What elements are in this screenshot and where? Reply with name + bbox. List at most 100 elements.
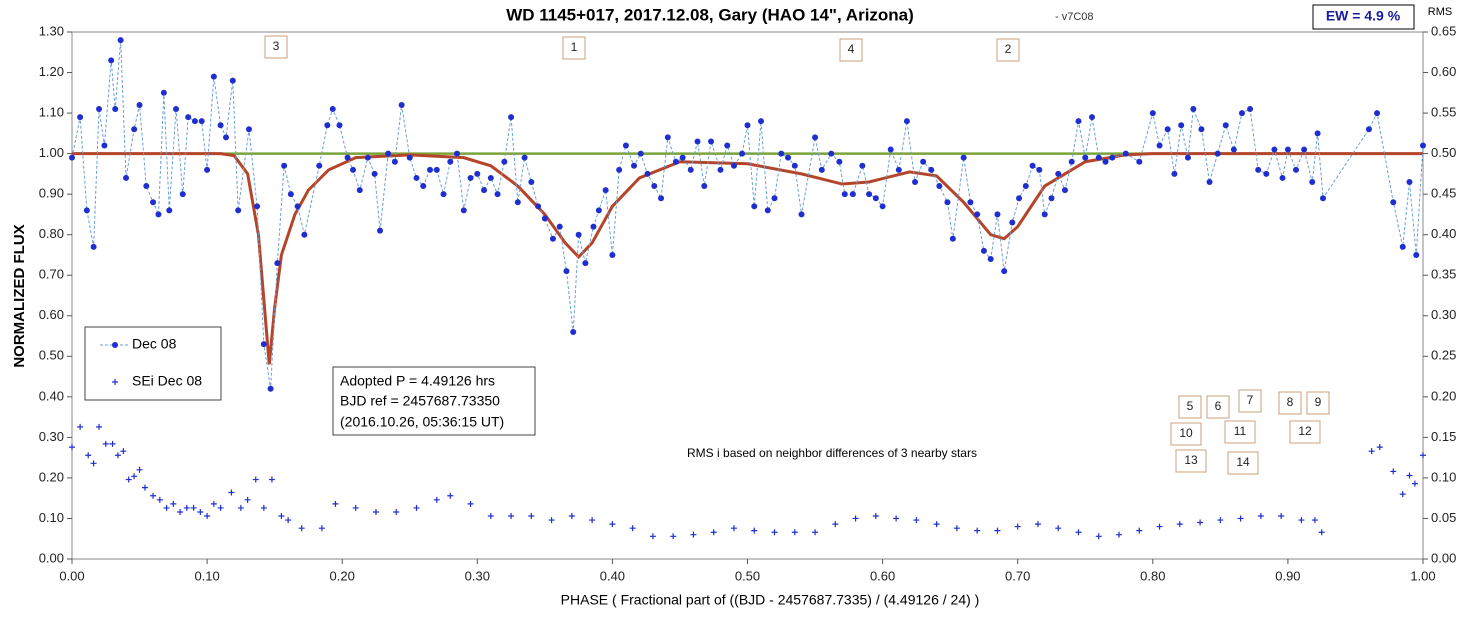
flux-point (974, 211, 981, 218)
sei-point (278, 513, 285, 520)
y2-tick-label: 0.15 (1431, 429, 1456, 444)
flux-point (287, 191, 294, 198)
flux-point (771, 195, 778, 202)
group-label: 9 (1315, 395, 1322, 409)
dip-box (562, 36, 586, 60)
sei-point (244, 496, 251, 503)
sei-point (77, 423, 84, 430)
sei-point (1197, 519, 1204, 526)
flux-point (1293, 166, 1300, 173)
flux-point (1279, 174, 1286, 181)
flux-point (1206, 178, 1213, 185)
flux-point (235, 207, 242, 214)
flux-point (903, 118, 910, 125)
flux-point (631, 162, 638, 169)
sei-point (791, 529, 798, 536)
sei-point (872, 513, 879, 520)
sei-point (933, 521, 940, 528)
flux-point (481, 187, 488, 194)
flux-point (928, 166, 935, 173)
flux-point (708, 138, 715, 145)
x-tick-label: 0.00 (59, 568, 84, 583)
flux-point (398, 101, 405, 108)
y2-tick-label: 0.65 (1431, 23, 1456, 38)
flux-point (1022, 183, 1029, 190)
flux-point (1001, 268, 1008, 275)
y2-tick-label: 0.55 (1431, 105, 1456, 120)
group-box (1289, 420, 1321, 444)
flux-point (83, 207, 90, 214)
flux-point (294, 203, 301, 210)
dip-box (996, 38, 1020, 62)
sei-point (1399, 491, 1406, 498)
flux-point (454, 150, 461, 157)
flux-point (1374, 110, 1381, 117)
flux-point (1284, 146, 1291, 153)
y-tick-label: 0.50 (39, 348, 64, 363)
flux-point (1036, 166, 1043, 173)
group-label: 6 (1215, 399, 1222, 413)
flux-point (123, 174, 130, 181)
y-tick-label: 0.90 (39, 186, 64, 201)
group-label: 7 (1247, 393, 1254, 407)
flux-point (724, 142, 731, 149)
flux-point (828, 150, 835, 157)
flux-point (575, 231, 582, 238)
flux-point (229, 77, 236, 84)
flux-point (1420, 142, 1426, 149)
sei-point (177, 508, 184, 515)
flux-point (136, 101, 143, 108)
flux-point (1247, 106, 1254, 113)
legend-label: SEi Dec 08 (132, 373, 202, 389)
sei-point (1318, 529, 1325, 536)
group-label: 12 (1298, 424, 1312, 438)
y-tick-label: 1.30 (39, 23, 64, 38)
flux-point (1309, 178, 1316, 185)
flux-point (849, 191, 856, 198)
y2-tick-label: 0.00 (1431, 550, 1456, 565)
x-tick-label: 0.60 (870, 568, 895, 583)
flux-point (644, 170, 651, 177)
group-box (1224, 420, 1256, 444)
group-box (1306, 391, 1330, 415)
sei-point (832, 521, 839, 528)
flux-point (944, 199, 951, 206)
y2-label: RMS (1428, 6, 1452, 18)
flux-point (1156, 142, 1163, 149)
flux-point (173, 106, 180, 113)
flux-point (1109, 154, 1116, 161)
flux-point (556, 223, 563, 230)
dip-label: 4 (848, 42, 855, 56)
sei-point (217, 504, 224, 511)
flux-point (413, 174, 420, 181)
flux-point (1171, 170, 1178, 177)
flux-point (664, 134, 671, 141)
x-tick-label: 1.00 (1410, 568, 1435, 583)
sei-point (114, 452, 121, 459)
y-tick-label: 0.30 (39, 429, 64, 444)
sei-point (120, 448, 127, 455)
sei-point (102, 440, 109, 447)
ew-label: EW = 4.9 % (1326, 8, 1401, 24)
dip-box (839, 38, 863, 62)
sei-point (298, 525, 305, 532)
y2-tick-label: 0.45 (1431, 186, 1456, 201)
flux-point (112, 106, 119, 113)
sei-point (1257, 513, 1264, 520)
flux-point (1102, 158, 1109, 165)
sei-point (1376, 444, 1383, 451)
flux-point (1238, 110, 1245, 117)
group-label: 10 (1179, 426, 1193, 440)
flux-point (1263, 170, 1270, 177)
sei-point (1406, 472, 1413, 479)
dip-label: 3 (273, 39, 280, 53)
sei-point (1055, 525, 1062, 532)
flux-point (377, 227, 384, 234)
flux-point (798, 211, 805, 218)
flux-point (1061, 187, 1068, 194)
info-line: Adopted P = 4.49126 hrs (340, 373, 495, 389)
sei-point (260, 504, 267, 511)
dip-label: 2 (1005, 42, 1012, 56)
flux-point (1164, 126, 1171, 133)
sei-point (528, 513, 535, 520)
